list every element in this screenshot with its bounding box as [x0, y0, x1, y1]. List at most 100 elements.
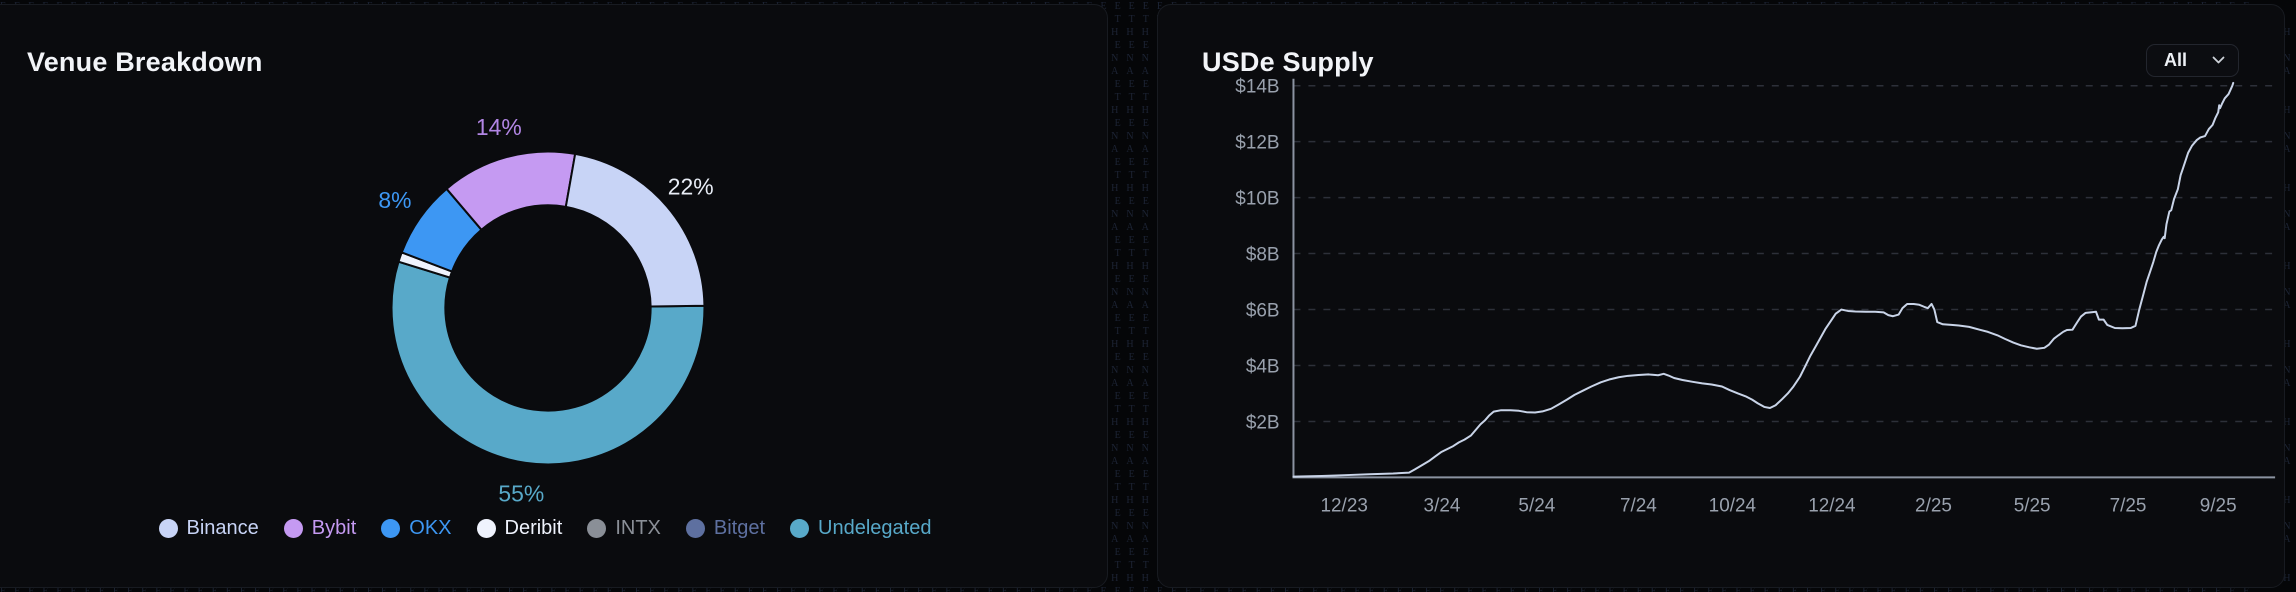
pattern-row: AAAAAAAAAAAAAAAAAAAAAAAAAAAAAAAAAAAAAAAA…	[0, 144, 2296, 155]
donut-percent-label: 55%	[498, 480, 544, 506]
usde-supply-card: USDe Supply All $2B $4B $6B $8B $10B $12B $14B…	[1157, 4, 2285, 588]
pattern-row: EEEEEEEEEEEEEEEEEEEEEEEEEEEEEEEEEEEEEEEE…	[0, 508, 2258, 519]
pattern-row: HHHHHHHHHHHHHHHHHHHHHHHHHHHHHHHHHHHHHHHH…	[0, 417, 2296, 428]
x-tick-label: 10/24	[1709, 495, 1756, 516]
pattern-row: EEEEEEEEEEEEEEEEEEEEEEEEEEEEEEEEEEEEEEEE…	[0, 547, 2258, 558]
y-tick-label: $4B	[1246, 356, 1280, 377]
pattern-row: TTTTTTTTTTTTTTTTTTTTTTTTTTTTTTTTTTTTTTTT…	[0, 170, 2258, 181]
pattern-row: TTTTTTTTTTTTTTTTTTTTTTTTTTTTTTTTTTTTTTTT…	[0, 482, 2258, 493]
legend-label: OKX	[409, 517, 452, 539]
pattern-row: AAAAAAAAAAAAAAAAAAAAAAAAAAAAAAAAAAAAAAAA…	[0, 66, 2296, 77]
pattern-row: HHHHHHHHHHHHHHHHHHHHHHHHHHHHHHHHHHHHHHHH…	[0, 495, 2296, 506]
pattern-row: HHHHHHHHHHHHHHHHHHHHHHHHHHHHHHHHHHHHHHHH…	[0, 105, 2296, 116]
legend-item-undelegated: Undelegated	[790, 517, 931, 540]
legend-dot	[283, 519, 303, 538]
chevron-down-icon	[2212, 56, 2225, 64]
y-tick-label: $10B	[1235, 189, 1279, 210]
y-tick-label: $12B	[1235, 133, 1279, 154]
donut-slice-binance	[564, 152, 706, 308]
pattern-row: EEEEEEEEEEEEEEEEEEEEEEEEEEEEEEEEEEEEEEEE…	[0, 313, 2258, 324]
x-tick-label: 7/24	[1620, 495, 1657, 516]
legend-label: Undelegated	[818, 517, 932, 539]
pattern-row: EEEEEEEEEEEEEEEEEEEEEEEEEEEEEEEEEEEEEEEE…	[0, 352, 2258, 363]
pattern-row: EEEEEEEEEEEEEEEEEEEEEEEEEEEEEEEEEEEEEEEE…	[0, 469, 2258, 480]
pattern-row: NNNNNNNNNNNNNNNNNNNNNNNNNNNNNNNNNNNNNNNN…	[0, 53, 2296, 64]
legend-dot	[587, 519, 607, 538]
x-tick-label: 5/24	[1518, 495, 1555, 516]
pattern-row: AAAAAAAAAAAAAAAAAAAAAAAAAAAAAAAAAAAAAAAA…	[0, 456, 2296, 467]
donut-slice-undelegated	[390, 260, 706, 466]
pattern-row: EEEEEEEEEEEEEEEEEEEEEEEEEEEEEEEEEEEEEEEE…	[0, 79, 2258, 90]
pattern-row: EEEEEEEEEEEEEEEEEEEEEEEEEEEEEEEEEEEEEEEE…	[0, 196, 2258, 207]
pattern-row: AAAAAAAAAAAAAAAAAAAAAAAAAAAAAAAAAAAAAAAA…	[0, 378, 2296, 389]
time-range-selected-value: All	[2164, 50, 2188, 70]
pattern-row: TTTTTTTTTTTTTTTTTTTTTTTTTTTTTTTTTTTTTTTT…	[0, 14, 2258, 25]
pattern-row: HHHHHHHHHHHHHHHHHHHHHHHHHHHHHHHHHHHHHHHH…	[0, 573, 2296, 584]
y-tick-label: $2B	[1246, 412, 1280, 433]
x-tick-label: 9/25	[2200, 495, 2237, 516]
pattern-row: NNNNNNNNNNNNNNNNNNNNNNNNNNNNNNNNNNNNNNNN…	[0, 131, 2296, 142]
x-tick-label: 2/25	[1915, 495, 1952, 516]
pattern-row: HHHHHHHHHHHHHHHHHHHHHHHHHHHHHHHHHHHHHHHH…	[0, 339, 2296, 350]
pattern-row: EEEEEEEEEEEEEEEEEEEEEEEEEEEEEEEEEEEEEEEE…	[0, 40, 2258, 51]
y-tick-label: $6B	[1246, 301, 1280, 322]
time-range-dropdown[interactable]: All	[2146, 44, 2239, 77]
legend-label: INTX	[615, 517, 661, 539]
venue-donut-chart: 55% 8% 14% 22%	[378, 114, 713, 506]
legend-item-binance: Binance	[158, 517, 259, 540]
legend-item-deribit: Deribit	[476, 517, 563, 540]
legend-dot	[158, 519, 178, 538]
pattern-row: TTTTTTTTTTTTTTTTTTTTTTTTTTTTTTTTTTTTTTTT…	[0, 404, 2258, 415]
pattern-row: EEEEEEEEEEEEEEEEEEEEEEEEEEEEEEEEEEEEEEEE…	[0, 235, 2258, 246]
donut-percent-label: 8%	[378, 187, 411, 213]
y-tick-label: $14B	[1235, 77, 1279, 98]
venue-card-title: Venue Breakdown	[27, 47, 263, 77]
supply-card-title: USDe Supply	[1202, 47, 1374, 77]
legend-dot	[790, 519, 810, 538]
usde-supply-series	[1292, 81, 2235, 478]
x-tick-label: 5/25	[2014, 495, 2051, 516]
legend-item-intx: INTX	[587, 517, 661, 540]
y-tick-label: $8B	[1246, 245, 1280, 266]
pattern-row: EEEEEEEEEEEEEEEEEEEEEEEEEEEEEEEEEEEEEEEE…	[0, 157, 2258, 168]
legend-dot	[476, 519, 496, 538]
pattern-row: EEEEEEEEEEEEEEEEEEEEEEEEEEEEEEEEEEEEEEEE…	[0, 118, 2258, 129]
pattern-row: AAAAAAAAAAAAAAAAAAAAAAAAAAAAAAAAAAAAAAAA…	[0, 300, 2296, 311]
pattern-row: EEEEEEEEEEEEEEEEEEEEEEEEEEEEEEEEEEEEEEEE…	[0, 391, 2258, 402]
pattern-row: NNNNNNNNNNNNNNNNNNNNNNNNNNNNNNNNNNNNNNNN…	[0, 521, 2296, 532]
legend-label: Bybit	[311, 517, 357, 539]
legend-label: Deribit	[504, 517, 563, 539]
pattern-row: EEEEEEEEEEEEEEEEEEEEEEEEEEEEEEEEEEEEEEEE…	[0, 586, 2258, 592]
pattern-row: TTTTTTTTTTTTTTTTTTTTTTTTTTTTTTTTTTTTTTTT…	[0, 560, 2258, 571]
pattern-row: NNNNNNNNNNNNNNNNNNNNNNNNNNNNNNNNNNNNNNNN…	[0, 209, 2296, 220]
pattern-row: HHHHHHHHHHHHHHHHHHHHHHHHHHHHHHHHHHHHHHHH…	[0, 261, 2296, 272]
x-tick-label: 12/24	[1808, 495, 1855, 516]
legend-dot	[685, 519, 705, 538]
venue-breakdown-card: Venue Breakdown 55% 8% 14% 22% Binance Bybit…	[0, 4, 1108, 588]
usde-supply-line-chart: $2B $4B $6B $8B $10B $12B $14B 12/23 3/24 5/24 7/2…	[1235, 77, 2276, 516]
x-tick-label: 12/23	[1321, 495, 1368, 516]
pattern-row: EEEEEEEEEEEEEEEEEEEEEEEEEEEEEEEEEEEEEEEE…	[0, 274, 2258, 285]
legend-dot	[381, 519, 401, 538]
donut-percent-label: 14%	[476, 114, 522, 140]
legend-label: Binance	[186, 517, 259, 539]
pattern-row: TTTTTTTTTTTTTTTTTTTTTTTTTTTTTTTTTTTTTTTT…	[0, 92, 2258, 103]
pattern-row: NNNNNNNNNNNNNNNNNNNNNNNNNNNNNNNNNNNNNNNN…	[0, 365, 2296, 376]
pattern-row: NNNNNNNNNNNNNNNNNNNNNNNNNNNNNNNNNNNNNNNN…	[0, 287, 2296, 298]
pattern-row: TTTTTTTTTTTTTTTTTTTTTTTTTTTTTTTTTTTTTTTT…	[0, 326, 2258, 337]
legend-item-okx: OKX	[381, 517, 452, 540]
legend-label: Bitget	[713, 517, 766, 539]
pattern-row: EEEEEEEEEEEEEEEEEEEEEEEEEEEEEEEEEEEEEEEE…	[0, 1, 2258, 12]
pattern-row: EEEEEEEEEEEEEEEEEEEEEEEEEEEEEEEEEEEEEEEE…	[0, 430, 2258, 441]
pattern-row: NNNNNNNNNNNNNNNNNNNNNNNNNNNNNNNNNNNNNNNN…	[0, 443, 2296, 454]
legend-item-bitget: Bitget	[685, 517, 766, 540]
legend-item-bybit: Bybit	[283, 517, 357, 540]
pattern-row: TTTTTTTTTTTTTTTTTTTTTTTTTTTTTTTTTTTTTTTT…	[0, 248, 2258, 259]
pattern-row: AAAAAAAAAAAAAAAAAAAAAAAAAAAAAAAAAAAAAAAA…	[0, 534, 2296, 545]
x-tick-label: 3/24	[1424, 495, 1461, 516]
x-tick-label: 7/25	[2110, 495, 2147, 516]
pattern-row: HHHHHHHHHHHHHHHHHHHHHHHHHHHHHHHHHHHHHHHH…	[0, 183, 2296, 194]
venue-legend: Binance Bybit OKX Deribit INTX Bitget Undelega…	[0, 517, 1107, 540]
